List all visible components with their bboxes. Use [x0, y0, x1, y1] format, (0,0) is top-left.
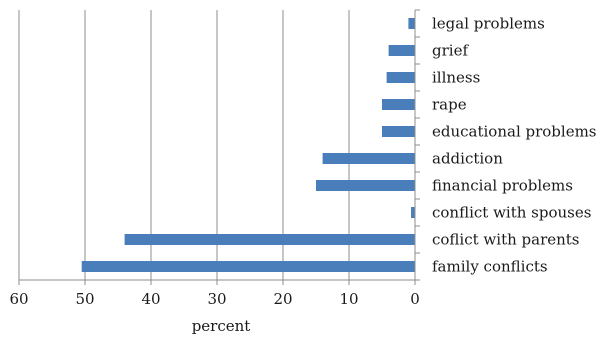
- bar-financial-problems: [316, 180, 415, 191]
- x-tick-label-40: 40: [141, 290, 160, 308]
- category-label-conflict-with-spouses: conflict with spouses: [432, 204, 591, 222]
- bar-educational-problems: [382, 126, 415, 137]
- category-label-rape: rape: [432, 96, 467, 114]
- bar-illness: [386, 72, 415, 83]
- category-label-coflict-with-parents: coflict with parents: [432, 231, 580, 249]
- x-axis-title: percent: [192, 317, 251, 335]
- x-tick-label-30: 30: [207, 290, 226, 308]
- category-label-grief: grief: [432, 42, 469, 60]
- bar-grief: [388, 45, 415, 56]
- x-tick-label-60: 60: [9, 290, 28, 308]
- bar-legal-problems: [408, 18, 415, 29]
- category-label-educational-problems: educational problems: [432, 123, 597, 141]
- category-label-financial-problems: financial problems: [432, 177, 573, 195]
- axes: [18, 9, 420, 285]
- category-label-legal-problems: legal problems: [432, 15, 545, 33]
- x-tick-label-0: 0: [410, 290, 420, 308]
- bar-coflict-with-parents: [124, 234, 415, 245]
- x-tick-label-10: 10: [339, 290, 358, 308]
- bar-conflict-with-spouses: [411, 207, 415, 218]
- category-label-illness: illness: [432, 69, 480, 87]
- category-label-addiction: addiction: [432, 150, 503, 168]
- bar-rape: [382, 99, 415, 110]
- bar-family-conflicts: [81, 261, 415, 272]
- bar-addiction: [322, 153, 415, 164]
- category-labels: legal problems grief illness rape educationa…: [432, 15, 597, 276]
- tick-labels: 0 10 20 30 40 50 60: [9, 290, 419, 308]
- category-label-family-conflicts: family conflicts: [432, 258, 548, 276]
- x-tick-label-50: 50: [75, 290, 94, 308]
- x-tick-label-20: 20: [273, 290, 292, 308]
- bars: [81, 18, 415, 272]
